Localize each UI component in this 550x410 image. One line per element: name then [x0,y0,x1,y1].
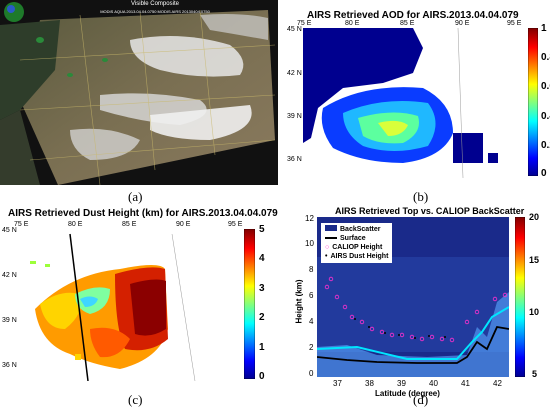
colorbar-tick: 0 [259,371,265,382]
x-tick: 42 [493,379,502,388]
lon-tick: 95 E [228,221,243,228]
x-tick: 38 [365,379,374,388]
panel-b-title: AIRS Retrieved AOD for AIRS.2013.04.04.0… [307,10,519,21]
x-tick: 37 [333,379,342,388]
colorbar-tick: 3 [259,283,265,294]
panel-d: AIRS Retrieved Top vs. CALIOP BackScatte… [285,205,550,410]
backscatter-plot [317,217,509,377]
panel-a: Visible Composite MODIS AQUA 2013.04.04.… [0,0,278,204]
colorbar-tick: 0.2 [541,140,550,151]
y-tick: 4 [309,317,314,326]
lon-tick: 75 E [297,20,312,27]
caption-a: (a) [128,189,143,204]
colorbar-tick: 0.4 [541,111,550,122]
colorbar-tick: 10 [529,307,540,317]
y-tick: 12 [305,214,314,223]
y-tick: 0 [309,369,314,378]
colorbar-tick: 1 [259,342,265,353]
caption-b: (b) [413,189,429,204]
lat-tick: 36 N [287,156,302,163]
satellite-image [0,0,278,185]
colorbar-tick: 5 [259,224,265,235]
y-tick: 8 [309,265,314,274]
y-tick: 2 [309,343,314,352]
legend-item-backscatter: BackScatter [325,225,388,234]
x-axis-label: Latitude (degree) [375,389,440,398]
y-axis-label: Height (km) [294,279,304,324]
lat-tick: 36 N [2,362,17,369]
colorbar-tick: 0.8 [541,52,550,63]
y-tick: 6 [309,291,314,300]
image-header-line1: Visible Composite [131,1,179,7]
lat-tick: 39 N [287,113,302,120]
x-tick: 39 [397,379,406,388]
lon-tick: 85 E [400,20,415,27]
legend-item-surface: Surface [325,234,388,243]
panel-c-title: AIRS Retrieved Dust Height (km) for AIRS… [8,208,278,219]
colorbar-tick: 5 [532,369,538,379]
dust-colorbar [244,229,255,379]
x-tick: 40 [429,379,438,388]
lat-tick: 42 N [2,272,17,279]
lon-tick: 75 E [14,221,29,228]
legend-item-caliop: ○ CALIOP Height [325,244,383,251]
lon-tick: 85 E [122,221,137,228]
aod-colorbar [528,28,538,176]
lat-tick: 45 N [287,26,302,33]
colorbar-tick: 20 [529,212,540,222]
colorbar-tick: 0.6 [541,81,550,92]
legend: BackScatter Surface ○ CALIOP Height • AIRS… [321,223,393,263]
lon-tick: 90 E [455,20,470,27]
y-tick: 10 [305,239,314,248]
legend-label: AIRS Dust Height [330,253,389,260]
caption-d: (d) [413,392,429,407]
lon-tick: 90 E [176,221,191,228]
colorbar-tick: 0 [541,168,547,179]
lat-tick: 39 N [2,317,17,324]
lat-tick: 42 N [287,70,302,77]
colorbar-tick: 4 [259,253,265,264]
caption-c: (c) [128,392,143,407]
lon-tick: 80 E [345,20,360,27]
image-header-line2: MODIS AQUA 2013.04.04.0750 MODIS AIRS 20… [100,9,210,14]
lat-tick: 45 N [2,227,17,234]
lon-tick: 95 E [507,20,522,27]
lon-tick: 80 E [68,221,83,228]
aod-map [303,28,523,178]
panel-b: AIRS Retrieved AOD for AIRS.2013.04.04.0… [285,0,550,205]
legend-item-airs: • AIRS Dust Height [325,253,389,260]
image-header: Visible Composite MODIS AQUA 2013.04.04.… [80,1,230,15]
legend-label: BackScatter [340,226,381,233]
colorbar-tick: 1 [541,23,547,34]
legend-label: CALIOP Height [332,244,383,251]
backscatter-colorbar [515,217,525,377]
dust-height-map [20,229,242,381]
colorbar-tick: 2 [259,312,265,323]
panel-c: AIRS Retrieved Dust Height (km) for AIRS… [0,205,278,410]
x-tick: 41 [461,379,470,388]
legend-label: Surface [340,235,366,242]
panel-d-title: AIRS Retrieved Top vs. CALIOP BackScatte… [335,206,525,216]
colorbar-tick: 15 [529,255,540,265]
